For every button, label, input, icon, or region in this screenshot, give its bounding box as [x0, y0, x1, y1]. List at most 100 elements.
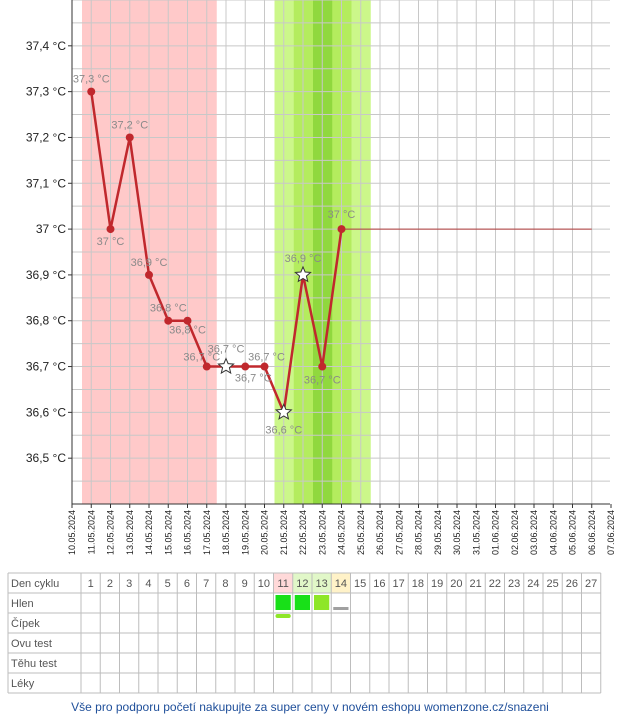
cervix-marker [275, 614, 291, 618]
data-point-star [274, 403, 293, 420]
mucus-bar-marker [333, 607, 349, 610]
data-label: 36,7 °C [235, 373, 272, 385]
x-tick-label: 10.05.2024 [67, 510, 77, 555]
data-point [183, 316, 192, 325]
cycle-day-number: 3 [126, 578, 132, 590]
x-tick-label: 01.06.2024 [491, 510, 501, 555]
cycle-day-number: 25 [547, 578, 559, 590]
x-tick-label: 16.05.2024 [183, 510, 193, 555]
cycle-day-number: 11 [277, 578, 288, 590]
day-highlight [292, 573, 312, 593]
table-row-label: Hlen [11, 598, 34, 610]
x-tick-label: 28.05.2024 [414, 510, 424, 555]
cycle-day-number: 20 [450, 578, 462, 590]
cycle-day-number: 6 [184, 578, 190, 590]
data-label: 36,8 °C [150, 303, 187, 315]
data-label: 36,7 °C [208, 344, 245, 356]
data-label: 37,3 °C [73, 74, 110, 86]
data-point-star [294, 265, 312, 283]
x-tick-label: 29.05.2024 [433, 510, 443, 555]
x-tick-label: 31.05.2024 [471, 510, 481, 555]
x-tick-label: 27.05.2024 [394, 510, 404, 555]
x-tick-label: 19.05.2024 [240, 510, 250, 555]
data-point [241, 362, 250, 371]
x-tick-label: 22.05.2024 [298, 510, 308, 555]
data-point [87, 87, 96, 96]
y-tick-label: 36,7 °C [26, 360, 66, 374]
mucus-marker [294, 595, 310, 610]
cycle-day-number: 19 [431, 578, 443, 590]
x-tick-label: 12.05.2024 [106, 510, 116, 555]
data-label: 37 °C [328, 209, 356, 221]
data-point-star [217, 357, 235, 375]
y-tick-label: 36,9 °C [26, 268, 66, 282]
x-tick-label: 21.05.2024 [279, 510, 289, 555]
data-label: 36,8 °C [169, 325, 206, 337]
table-row-label: Léky [11, 678, 35, 690]
y-tick-label: 37,3 °C [26, 85, 66, 99]
table-row-label: Těhu test [11, 658, 57, 670]
x-tick-label: 07.06.2024 [606, 510, 616, 555]
x-tick-label: 25.05.2024 [356, 510, 366, 555]
data-point [260, 362, 269, 371]
y-tick-label: 36,6 °C [26, 405, 66, 419]
temperature-line [90, 91, 343, 414]
day-highlight [312, 573, 332, 593]
y-tick-label: 37,2 °C [26, 130, 66, 144]
data-point [145, 270, 153, 279]
x-tick-label: 03.06.2024 [529, 510, 539, 555]
x-tick-label: 15.05.2024 [163, 510, 173, 555]
data-label: 36,7 °C [183, 352, 220, 364]
x-tick-label: 14.05.2024 [144, 510, 154, 555]
data-label: 36,6 °C [265, 424, 302, 436]
cycle-day-number: 24 [527, 578, 539, 590]
cycle-day-number: 27 [585, 578, 597, 590]
data-point [106, 225, 115, 234]
x-tick-label: 30.05.2024 [452, 510, 462, 555]
x-tick-label: 02.06.2024 [510, 510, 520, 555]
data-label: 36,9 °C [285, 253, 322, 265]
cycle-day-number: 21 [470, 578, 482, 590]
mucus-marker [314, 595, 330, 610]
table-row-label: Čípek [11, 617, 40, 630]
cycle-day-number: 2 [107, 578, 113, 590]
cycle-day-number: 18 [412, 578, 424, 590]
cycle-day-number: 5 [165, 578, 171, 590]
cycle-day-number: 4 [145, 578, 151, 590]
x-tick-label: 24.05.2024 [337, 510, 347, 555]
x-tick-label: 06.06.2024 [587, 510, 597, 555]
x-tick-label: 13.05.2024 [125, 510, 135, 555]
cycle-day-number: 22 [489, 578, 501, 590]
cycle-day-number: 15 [354, 578, 366, 590]
cycle-day-number: 23 [508, 578, 520, 590]
x-tick-label: 11.05.2024 [86, 510, 96, 554]
cycle-day-number: 13 [316, 578, 328, 590]
table-row-label: Den cyklu [11, 578, 59, 590]
data-label: 37,2 °C [111, 119, 148, 131]
data-point [337, 225, 346, 234]
cycle-day-number: 1 [88, 578, 94, 590]
cycle-day-number: 8 [222, 578, 228, 590]
y-tick-label: 36,8 °C [26, 314, 66, 328]
data-label: 36,7 °C [248, 352, 285, 364]
data-point [125, 133, 134, 142]
day-highlight [331, 573, 351, 593]
table-row-label: Ovu test [11, 638, 52, 650]
cycle-day-number: 7 [203, 578, 209, 590]
cycle-day-number: 10 [258, 578, 270, 590]
data-point [202, 362, 211, 371]
data-point [318, 362, 327, 371]
x-tick-label: 04.06.2024 [548, 510, 558, 555]
x-tick-label: 20.05.2024 [260, 510, 270, 555]
cycle-day-number: 14 [335, 578, 347, 590]
mucus-marker [275, 595, 291, 610]
promo-footer-link[interactable]: Vše pro podporu početí nakupujte za supe… [71, 700, 549, 714]
day-highlight [273, 573, 293, 593]
cycle-day-number: 9 [242, 578, 248, 590]
cycle-day-number: 16 [373, 578, 385, 590]
x-tick-label: 23.05.2024 [317, 510, 327, 555]
data-label: 36,7 °C [304, 375, 341, 387]
y-tick-label: 37,1 °C [26, 176, 66, 190]
x-tick-label: 17.05.2024 [202, 510, 212, 555]
data-point [164, 316, 173, 325]
